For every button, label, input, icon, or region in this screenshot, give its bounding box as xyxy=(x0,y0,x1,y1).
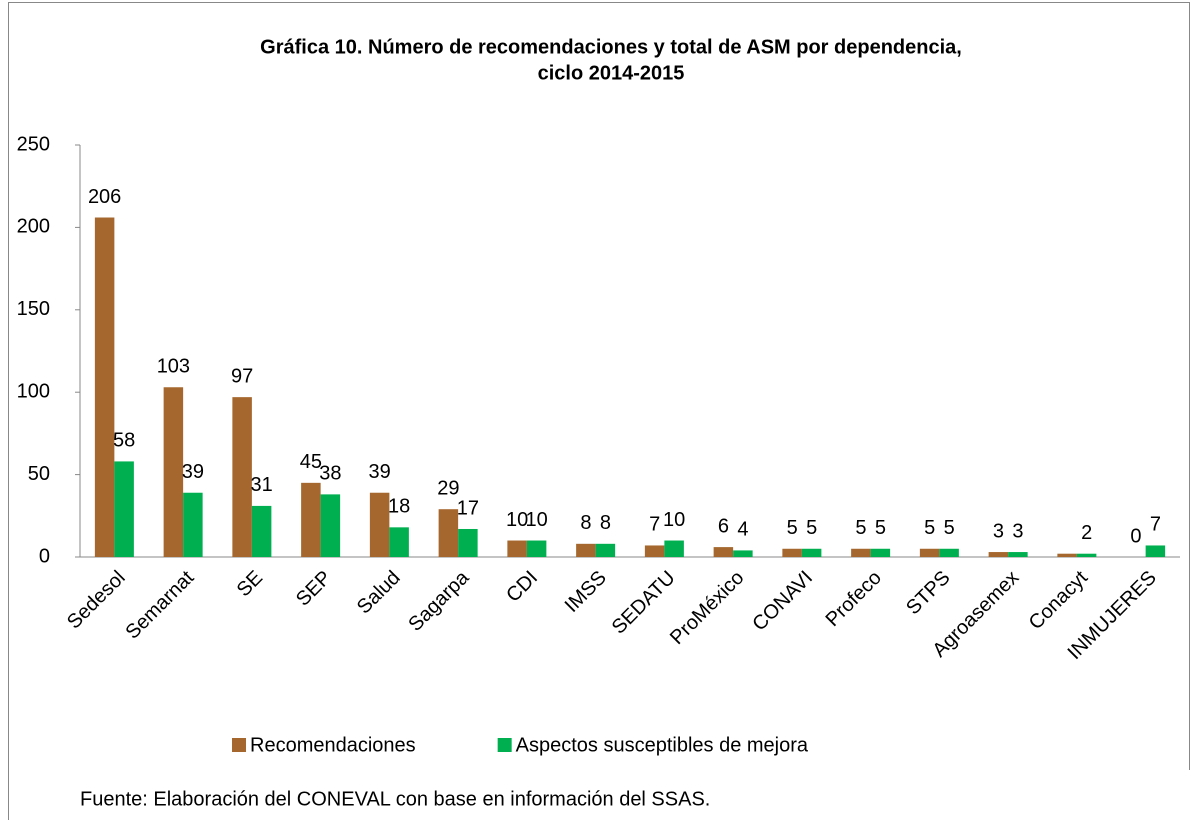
bar xyxy=(232,397,252,557)
bar xyxy=(851,548,871,557)
chart-title: Gráfica 10. Número de recomendaciones y … xyxy=(260,36,962,58)
data-label: 5 xyxy=(875,517,886,539)
y-tick-label: 200 xyxy=(17,216,50,238)
x-tick-label: Semarnat xyxy=(122,566,199,643)
data-label: 2 xyxy=(1081,522,1092,544)
legend-label: Aspectos susceptibles de mejora xyxy=(516,734,809,756)
y-tick-label: 50 xyxy=(28,463,50,485)
data-label: 3 xyxy=(993,520,1004,542)
y-tick-label: 0 xyxy=(39,545,50,567)
data-label: 7 xyxy=(649,514,660,536)
y-tick-label: 250 xyxy=(17,133,50,155)
x-tick-label: CDI xyxy=(502,567,542,607)
bar xyxy=(919,548,940,557)
data-label: 206 xyxy=(88,186,121,208)
bar xyxy=(438,509,459,557)
x-tick-label: Salud xyxy=(353,567,405,619)
x-tick-label: ProMéxico xyxy=(666,567,748,649)
chart-title: ciclo 2014-2015 xyxy=(538,62,685,84)
bar xyxy=(114,461,134,557)
bar xyxy=(94,217,115,557)
x-tick-label: Conacyt xyxy=(1025,566,1093,634)
data-label: 5 xyxy=(787,517,798,539)
data-label: 3 xyxy=(1012,520,1023,542)
data-label: 5 xyxy=(855,517,866,539)
data-label: 103 xyxy=(157,356,190,378)
legend-label: Recomendaciones xyxy=(250,734,416,756)
bar xyxy=(1076,553,1097,557)
x-tick-label: Sedesol xyxy=(63,567,130,634)
bar xyxy=(1145,545,1166,557)
x-tick-label: Profeco xyxy=(822,567,886,631)
data-label: 5 xyxy=(944,517,955,539)
bar xyxy=(389,527,409,557)
bar xyxy=(801,548,822,557)
data-label: 10 xyxy=(663,509,685,531)
bar xyxy=(595,543,616,557)
data-label: 58 xyxy=(113,430,135,452)
x-tick-label: CONAVI xyxy=(748,567,817,636)
bar xyxy=(713,547,734,557)
data-label: 97 xyxy=(231,365,253,387)
bar xyxy=(163,387,184,557)
bar xyxy=(644,545,665,557)
data-label: 39 xyxy=(182,461,204,483)
source-note: Fuente: Elaboración del CONEVAL con base… xyxy=(80,788,710,810)
data-label: 45 xyxy=(300,451,322,473)
data-label: 0 xyxy=(1130,525,1141,547)
data-label: 18 xyxy=(388,496,410,518)
data-label: 17 xyxy=(457,497,479,519)
data-label: 8 xyxy=(580,512,591,534)
legend-swatch xyxy=(232,738,246,752)
bar xyxy=(870,548,891,557)
x-tick-label: SEP xyxy=(292,567,336,611)
bar xyxy=(458,528,478,557)
data-label: 39 xyxy=(369,461,391,483)
bar xyxy=(664,540,684,557)
data-label: 7 xyxy=(1150,514,1161,536)
data-label: 4 xyxy=(737,519,748,541)
data-label: 10 xyxy=(506,509,528,531)
x-tick-label: STPS xyxy=(902,567,955,620)
data-label: 6 xyxy=(718,515,729,537)
data-label: 38 xyxy=(319,463,341,485)
bar xyxy=(301,482,321,557)
x-tick-label: SEDATU xyxy=(608,567,680,639)
data-label: 10 xyxy=(526,509,548,531)
legend-swatch xyxy=(497,738,512,752)
bar xyxy=(369,492,390,557)
data-label: 5 xyxy=(924,517,935,539)
bar xyxy=(939,548,959,557)
bar xyxy=(576,543,596,557)
y-tick-label: 100 xyxy=(17,380,50,402)
bar xyxy=(183,492,203,557)
data-label: 29 xyxy=(437,477,459,499)
bar xyxy=(988,552,1009,557)
x-tick-label: SE xyxy=(233,567,267,601)
bar xyxy=(526,540,547,557)
bar xyxy=(782,548,802,557)
bar xyxy=(1057,553,1077,557)
data-label: 5 xyxy=(806,517,817,539)
x-tick-label: Sagarpa xyxy=(404,566,474,636)
y-tick-label: 150 xyxy=(17,298,50,320)
data-label: 31 xyxy=(251,474,273,496)
bar xyxy=(1008,552,1028,557)
bar xyxy=(251,505,272,557)
x-tick-label: IMSS xyxy=(561,567,611,617)
bar xyxy=(507,540,527,557)
bar xyxy=(320,494,341,557)
data-label: 8 xyxy=(600,512,611,534)
bar xyxy=(733,550,753,557)
